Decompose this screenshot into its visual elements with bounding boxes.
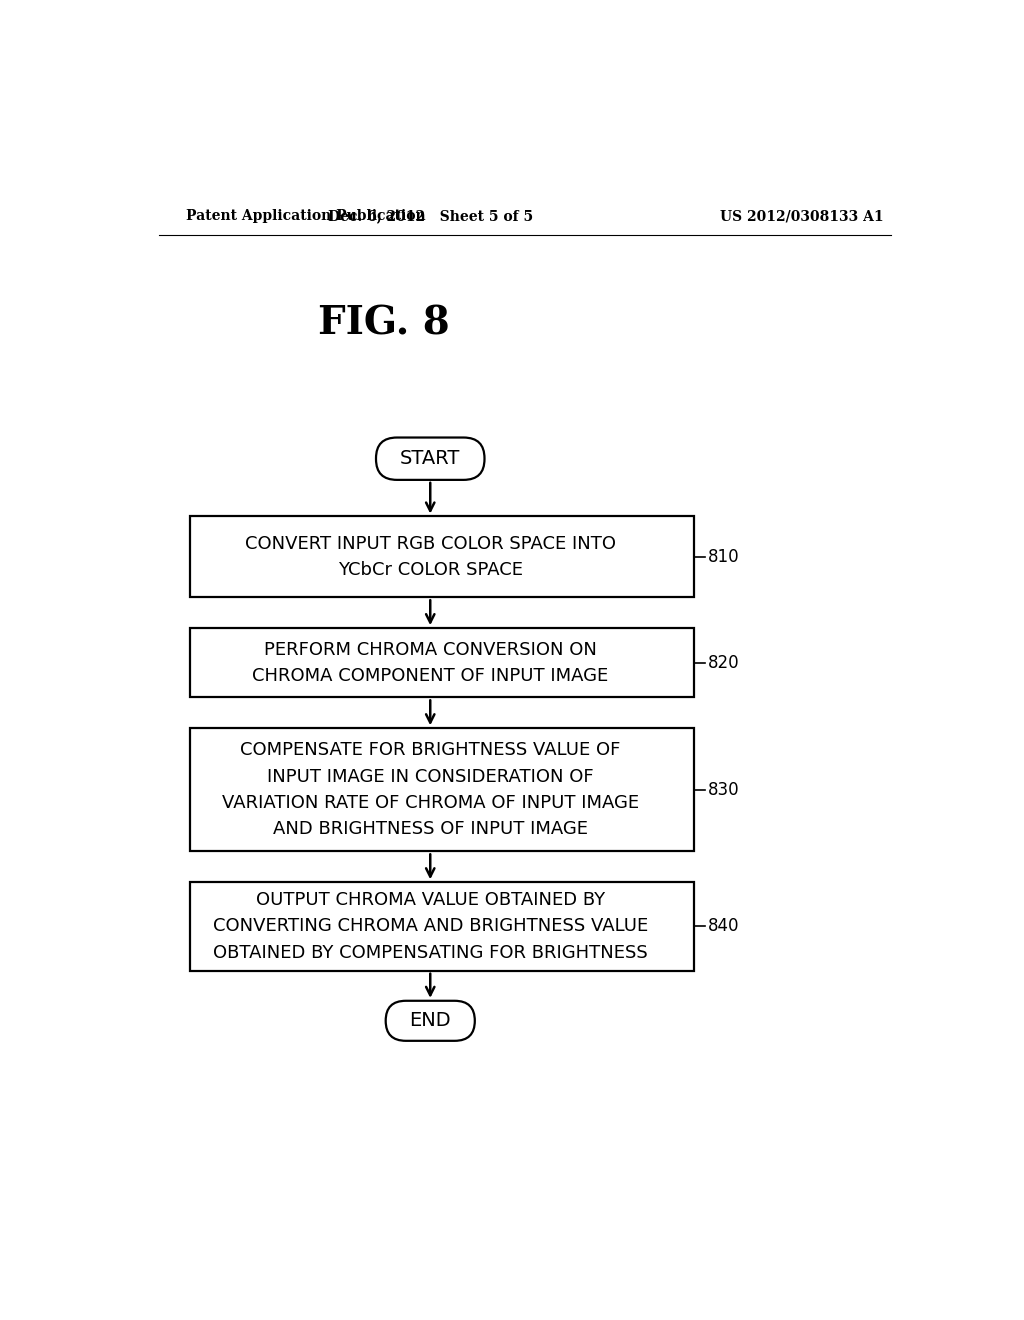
Text: PERFORM CHROMA CONVERSION ON
CHROMA COMPONENT OF INPUT IMAGE: PERFORM CHROMA CONVERSION ON CHROMA COMP…: [252, 640, 608, 685]
Text: START: START: [400, 449, 461, 469]
Text: COMPENSATE FOR BRIGHTNESS VALUE OF
INPUT IMAGE IN CONSIDERATION OF
VARIATION RAT: COMPENSATE FOR BRIGHTNESS VALUE OF INPUT…: [221, 742, 639, 838]
Bar: [190, 729, 693, 851]
Text: 840: 840: [708, 917, 739, 936]
Text: Patent Application Publication: Patent Application Publication: [186, 209, 426, 223]
Text: CONVERT INPUT RGB COLOR SPACE INTO
YCbCr COLOR SPACE: CONVERT INPUT RGB COLOR SPACE INTO YCbCr…: [245, 535, 615, 579]
FancyBboxPatch shape: [376, 437, 484, 480]
Text: END: END: [410, 1011, 451, 1031]
Text: OUTPUT CHROMA VALUE OBTAINED BY
CONVERTING CHROMA AND BRIGHTNESS VALUE
OBTAINED : OUTPUT CHROMA VALUE OBTAINED BY CONVERTI…: [213, 891, 648, 962]
Bar: [190, 882, 693, 970]
Text: 810: 810: [708, 548, 739, 566]
Text: FIG. 8: FIG. 8: [317, 305, 450, 343]
Text: 820: 820: [708, 653, 739, 672]
Bar: [190, 516, 693, 597]
Text: Dec. 6, 2012   Sheet 5 of 5: Dec. 6, 2012 Sheet 5 of 5: [328, 209, 532, 223]
Text: 830: 830: [708, 781, 739, 799]
FancyBboxPatch shape: [386, 1001, 475, 1040]
Bar: [190, 628, 693, 697]
Text: US 2012/0308133 A1: US 2012/0308133 A1: [721, 209, 884, 223]
